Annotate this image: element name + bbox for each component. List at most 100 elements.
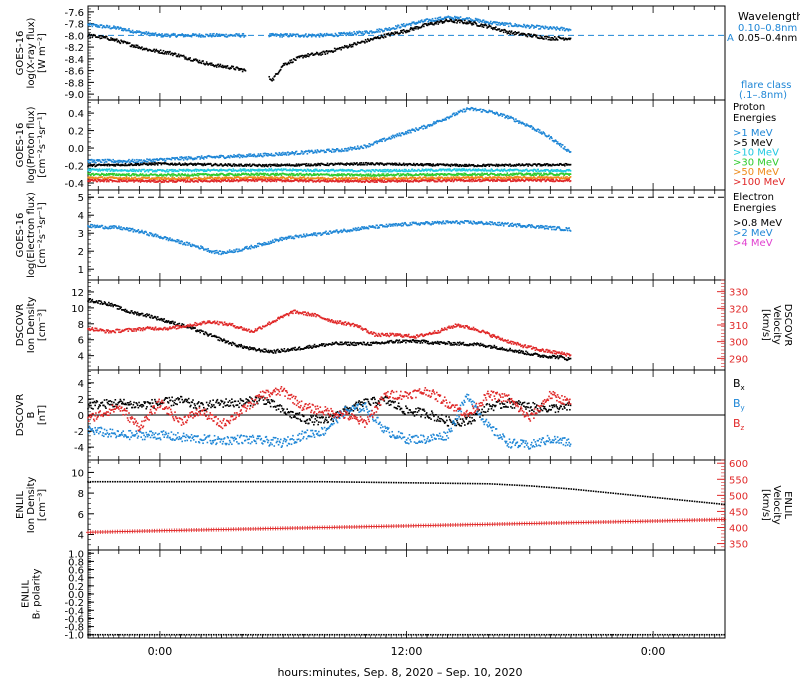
data-point [239,168,242,170]
data-point [520,176,522,179]
data-point [340,48,342,51]
data-point [245,165,248,167]
data-point [379,162,382,164]
data-point [236,66,239,69]
data-point [333,47,336,50]
data-point [534,172,537,175]
data-point [202,60,204,62]
data-point [164,177,167,179]
data-point [298,178,301,180]
data-point [418,20,420,23]
data-point [541,164,543,167]
data-point [498,174,501,177]
data-point [436,163,439,165]
y-label-line: log(Proton flux) [26,106,37,183]
data-point [567,29,570,32]
data-point [458,176,460,179]
data-point [203,176,206,179]
data-point [118,179,120,181]
data-point [229,163,232,166]
data-point [379,31,381,33]
data-point [434,121,437,124]
data-point [510,23,512,25]
data-point [161,33,163,35]
data-point [457,177,460,180]
data-point [269,165,272,168]
data-point [152,33,155,35]
data-point [342,170,345,172]
data-point [323,51,326,54]
data-point [546,163,549,165]
data-point [539,27,542,30]
data-point [359,42,362,44]
data-point [144,32,147,35]
data-point [283,64,286,66]
data-point [326,52,329,55]
flare-level-label: A [727,33,734,44]
data-point [290,177,293,180]
data-point [119,176,122,179]
data-point [561,144,564,146]
data-point [133,174,135,177]
data-point [171,170,173,173]
data-point [548,26,551,29]
data-point [419,176,422,179]
data-point [541,132,544,135]
data-point [247,154,250,157]
data-point [481,110,483,113]
data-point [275,165,278,167]
data-point [262,172,265,175]
data-point [378,178,381,181]
data-point [325,151,327,154]
data-point [478,173,481,176]
data-point [218,174,220,176]
data-point [319,176,322,179]
data-point [242,32,245,35]
data-point [434,17,437,20]
data-point [120,39,122,42]
data-point [500,173,502,175]
data-point [463,172,465,175]
data-point [147,170,150,173]
data-point [509,22,511,24]
data-point [351,148,353,151]
data-point [223,176,226,179]
data-point [331,33,333,36]
data-point [336,34,338,37]
y-tick-label: -0.4 [64,179,84,190]
data-point [538,176,541,178]
data-point [502,177,504,180]
data-point [215,174,217,176]
data-point [137,170,140,173]
data-point [182,159,185,161]
data-point [238,169,241,172]
data-point [363,33,365,35]
data-point [531,169,534,172]
data-point [456,168,458,170]
data-point [350,34,353,37]
data-point [554,39,557,41]
data-point [357,31,360,34]
data-point [430,23,432,25]
series--1-mev [87,106,572,164]
data-point [477,168,480,170]
data-point [443,20,446,23]
data-point [521,121,524,124]
data-point [254,173,257,176]
data-point [397,134,400,137]
data-point [507,25,510,28]
data-point [126,42,128,45]
data-point [177,174,179,177]
data-point [451,20,454,23]
data-point [360,162,363,164]
data-point [372,174,374,177]
data-point [160,163,163,166]
data-point [538,25,541,27]
data-point [195,33,197,36]
data-point [330,174,332,177]
data-point [278,34,281,36]
data-point [560,145,563,148]
data-point [191,173,194,176]
data-point [471,175,473,178]
data-point [422,128,424,130]
